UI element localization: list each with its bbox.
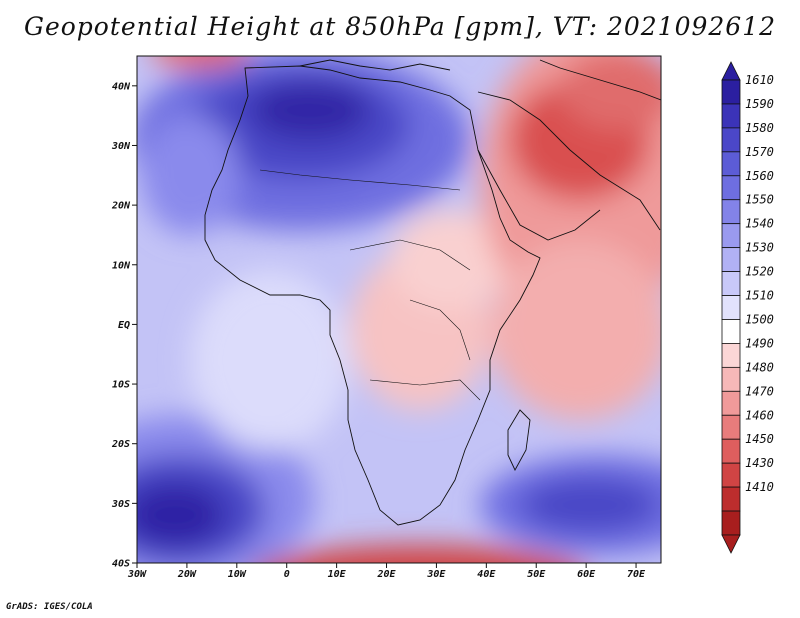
colorbar-label: 1520 bbox=[745, 265, 774, 279]
colorbar-swatch bbox=[721, 79, 741, 105]
border-southern-africa bbox=[369, 379, 481, 401]
madagascar-coastline bbox=[507, 409, 531, 471]
colorbar-label: 1590 bbox=[745, 97, 774, 111]
colorbar-label: 1610 bbox=[745, 73, 774, 87]
colorbar-top-arrow bbox=[721, 61, 741, 81]
lat-tick-label: 30N bbox=[111, 141, 131, 152]
colorbar-label: 1510 bbox=[745, 289, 774, 303]
colorbar-swatch bbox=[721, 438, 741, 464]
colorbar-swatch bbox=[721, 103, 741, 129]
border-east-africa bbox=[409, 299, 471, 361]
lon-tick-label: 10E bbox=[328, 569, 347, 580]
colorbar-label: 1530 bbox=[745, 241, 774, 255]
lat-tick-label: 10N bbox=[112, 260, 131, 271]
colorbar-swatch bbox=[721, 462, 741, 488]
border-sahel bbox=[349, 239, 471, 271]
colorbar-swatch bbox=[721, 343, 741, 368]
colorbar-label: 1470 bbox=[745, 384, 774, 398]
colorbar-label: 1410 bbox=[745, 480, 774, 494]
arabia-coastline bbox=[477, 91, 661, 231]
colorbar-swatch bbox=[721, 414, 741, 440]
grads-credit: GrADS: IGES/COLA bbox=[6, 602, 93, 612]
colorbar-swatch bbox=[721, 223, 741, 249]
caspian-region-coast bbox=[539, 59, 661, 101]
lat-tick-label: 40N bbox=[112, 81, 131, 92]
colorbar-swatch bbox=[721, 295, 741, 320]
lat-tick-label: 10S bbox=[112, 380, 130, 391]
lat-tick-label: 20S bbox=[111, 439, 130, 450]
lon-tick-label: 30E bbox=[426, 569, 446, 580]
colorbar: 1610 1590 1580 1570 1560 1550 1540 1530 1520 1510… bbox=[721, 61, 774, 554]
colorbar-label: 1570 bbox=[745, 145, 774, 159]
lat-tick-label: 30S bbox=[111, 499, 130, 510]
colorbar-swatch bbox=[721, 271, 741, 296]
lon-tick-label: 60E bbox=[577, 569, 596, 580]
colorbar-label: 1430 bbox=[745, 456, 774, 470]
red-sea-coast bbox=[477, 149, 601, 241]
colorbar-swatch bbox=[721, 151, 741, 177]
colorbar-swatch bbox=[721, 199, 741, 225]
colorbar-swatch bbox=[721, 486, 741, 512]
border-sahara bbox=[259, 169, 461, 191]
colorbar-label: 1540 bbox=[745, 217, 774, 231]
colorbar-swatch bbox=[721, 175, 741, 201]
lon-tick-label: 40E bbox=[477, 569, 496, 580]
coastlines bbox=[204, 59, 661, 526]
lon-tick-label: 30W bbox=[127, 569, 147, 580]
colorbar-bottom-arrow bbox=[721, 534, 741, 554]
chart-title: Geopotential Height at 850hPa [gpm], VT:… bbox=[23, 12, 777, 41]
plot-frame bbox=[136, 55, 662, 564]
longitude-axis: 30W 20W 10W 0 10E 20E 30E 40E 50E 60E 70E bbox=[127, 563, 646, 580]
lon-tick-label: 20E bbox=[376, 569, 396, 580]
southern-ocean-low bbox=[271, 545, 569, 563]
africa-coastline bbox=[204, 65, 541, 526]
height-field bbox=[137, 56, 661, 563]
lon-tick-label: 20W bbox=[177, 569, 197, 580]
lat-tick-label: 20N bbox=[111, 201, 131, 212]
lon-tick-label: 10W bbox=[228, 569, 247, 580]
gulf-of-guinea-field bbox=[190, 270, 350, 450]
lat-tick-label: 40S bbox=[112, 559, 130, 570]
sahara-high-core bbox=[250, 80, 370, 140]
colorbar-label: 1450 bbox=[745, 432, 774, 446]
lon-tick-label: 50E bbox=[527, 569, 546, 580]
atlantic-subtropic-field bbox=[140, 115, 240, 235]
colorbar-swatch bbox=[721, 510, 741, 536]
mediterranean-north-coast bbox=[299, 59, 451, 71]
indian-ocean-low bbox=[490, 240, 661, 420]
colorbar-label: 1560 bbox=[745, 169, 774, 183]
middle-east-low bbox=[560, 56, 661, 130]
colorbar-label: 1490 bbox=[745, 336, 774, 350]
indian-ocean-high-core bbox=[520, 477, 660, 533]
east-africa-low bbox=[390, 210, 510, 310]
colorbar-label: 1480 bbox=[745, 360, 774, 374]
colorbar-swatch bbox=[721, 390, 741, 416]
lon-tick-label: 70E bbox=[627, 569, 646, 580]
colorbar-label: 1500 bbox=[745, 312, 774, 326]
colorbar-swatch bbox=[721, 247, 741, 272]
iberia-low bbox=[152, 56, 248, 68]
colorbar-label: 1460 bbox=[745, 408, 774, 422]
latitude-axis: 40N 30N 20N 10N EQ 10S 20S 30S 40S bbox=[111, 81, 137, 570]
colorbar-swatch bbox=[721, 127, 741, 153]
colorbar-label: 1550 bbox=[745, 193, 774, 207]
lon-tick-label: 0 bbox=[284, 569, 290, 580]
colorbar-swatch bbox=[721, 319, 741, 344]
colorbar-label: 1580 bbox=[745, 121, 774, 135]
lat-tick-label: EQ bbox=[118, 320, 130, 331]
south-atlantic-high-core bbox=[137, 483, 225, 547]
colorbar-swatch bbox=[721, 366, 741, 392]
